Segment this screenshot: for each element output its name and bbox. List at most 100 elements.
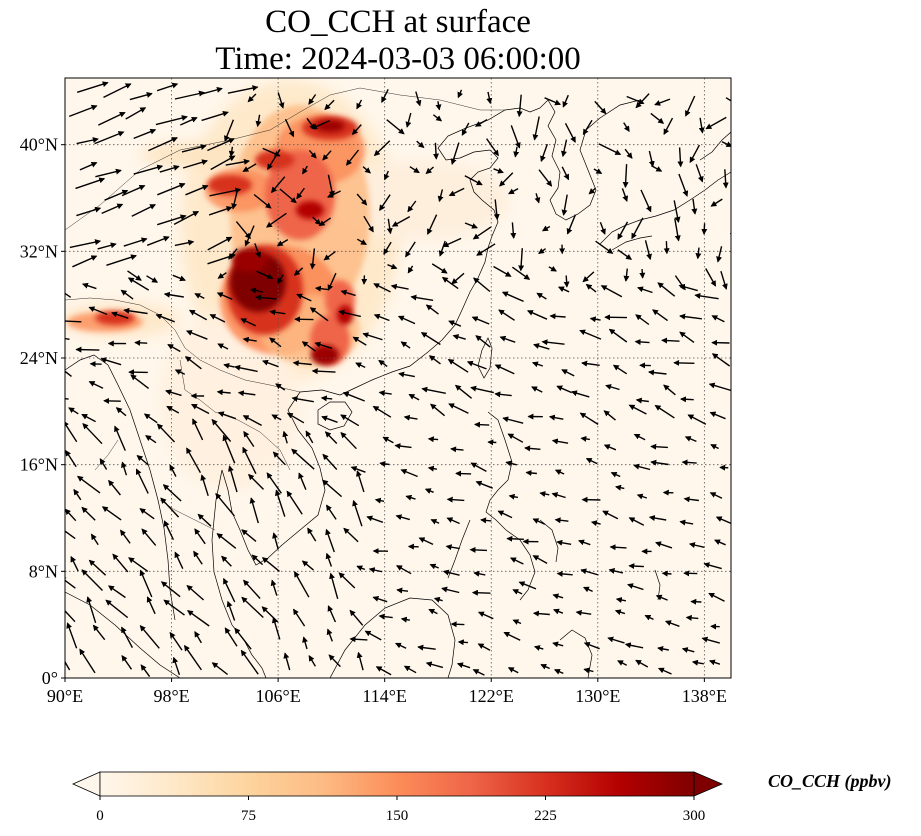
- wind-arrow: [588, 187, 596, 195]
- wind-arrow: [415, 91, 422, 107]
- wind-arrow: [356, 565, 366, 571]
- wind-arrow: [172, 656, 181, 676]
- wind-arrow: [340, 289, 356, 297]
- wind-arrow: [207, 138, 235, 152]
- wind-arrow: [390, 283, 409, 290]
- wind-arrow: [708, 592, 725, 602]
- wind-arrow: [111, 311, 129, 319]
- wind-arrow: [228, 465, 238, 493]
- wind-arrow: [327, 605, 337, 623]
- wind-arrow: [599, 221, 606, 235]
- x-tick-label: 90°E: [47, 686, 83, 706]
- wind-arrow: [162, 484, 182, 502]
- wind-arrow: [395, 514, 410, 521]
- wind-arrow: [325, 552, 333, 567]
- wind-arrow: [633, 433, 646, 441]
- wind-arrow: [685, 614, 699, 621]
- wind-arrow: [394, 642, 407, 649]
- wind-arrow: [378, 613, 393, 620]
- wind-arrow: [556, 570, 573, 577]
- wind-arrow: [240, 318, 257, 327]
- wind-arrow: [563, 275, 570, 288]
- x-tick-label: 98°E: [153, 686, 189, 706]
- wind-arrow: [216, 533, 237, 549]
- wind-arrow: [140, 664, 151, 678]
- wind-arrow: [427, 436, 439, 443]
- wind-arrow: [101, 203, 124, 215]
- wind-arrow: [186, 610, 210, 627]
- wind-arrow: [553, 669, 564, 675]
- wind-arrow: [325, 528, 335, 553]
- wind-arrow: [199, 86, 223, 96]
- wind-arrow: [174, 90, 205, 100]
- wind-arrow: [235, 221, 251, 240]
- wind-arrow: [217, 411, 237, 420]
- wind-arrow: [364, 630, 382, 641]
- wind-arrow: [375, 666, 392, 676]
- wind-arrow: [708, 659, 721, 666]
- wind-arrow: [243, 579, 261, 599]
- wind-arrow: [255, 114, 262, 128]
- wind-arrow: [687, 414, 707, 425]
- wind-arrow: [617, 221, 629, 240]
- wind-arrow: [473, 277, 491, 293]
- wind-arrow: [631, 217, 644, 240]
- wind-arrow: [640, 189, 652, 213]
- wind-arrow: [635, 659, 649, 668]
- wind-arrow: [544, 97, 562, 106]
- wind-arrow: [123, 237, 148, 247]
- wind-arrow: [95, 168, 122, 178]
- wind-arrow: [595, 240, 614, 254]
- wind-arrow: [621, 188, 629, 202]
- wind-arrow: [207, 236, 233, 251]
- wind-arrow: [296, 293, 312, 302]
- wind-arrow: [166, 405, 180, 414]
- wind-arrow: [231, 189, 239, 210]
- wind-arrow: [106, 254, 137, 266]
- wind-arrow: [428, 355, 441, 365]
- wind-arrow: [373, 140, 391, 157]
- wind-arrow: [582, 119, 593, 136]
- wind-arrow: [129, 92, 153, 101]
- x-tick-label: 106°E: [256, 686, 301, 706]
- wind-arrow: [349, 609, 364, 626]
- wind-arrow: [655, 541, 673, 549]
- colorbar-ticks: 0 75 150 225 300: [96, 796, 705, 824]
- wind-arrow: [598, 143, 622, 156]
- wind-arrow: [512, 619, 522, 625]
- wind-arrow: [99, 458, 108, 470]
- wind-arrow: [518, 581, 537, 590]
- wind-arrow: [65, 318, 82, 325]
- wind-arrow: [115, 407, 127, 417]
- wind-arrow: [477, 611, 494, 620]
- wind-arrow: [644, 614, 654, 621]
- wind-arrow: [112, 553, 129, 573]
- wind-arrow: [135, 468, 149, 494]
- wind-arrow: [448, 187, 465, 197]
- wind-arrow: [474, 118, 488, 127]
- wind-arrow: [185, 184, 209, 196]
- wind-arrow: [617, 660, 628, 666]
- wind-arrow: [271, 414, 282, 421]
- wind-arrow: [81, 506, 96, 521]
- wind-arrow: [627, 583, 644, 591]
- wind-arrow: [194, 528, 206, 545]
- wind-arrow: [475, 480, 493, 489]
- wind-arrow: [90, 533, 99, 546]
- wind-arrow: [155, 115, 188, 126]
- wind-arrow: [663, 384, 676, 396]
- wind-arrow: [408, 393, 420, 401]
- wind-arrow: [549, 313, 566, 320]
- wind-arrow: [427, 214, 438, 235]
- wind-arrow: [720, 270, 728, 290]
- wind-arrow: [715, 516, 731, 525]
- wind-arrow: [293, 608, 306, 627]
- wind-arrow: [617, 249, 633, 260]
- wind-arrow: [136, 454, 149, 466]
- wind-arrow: [652, 309, 669, 322]
- wind-arrow: [623, 122, 630, 133]
- wind-arrow: [582, 586, 593, 593]
- wind-arrow: [120, 289, 134, 300]
- wind-arrow: [243, 430, 255, 447]
- wind-arrow: [430, 519, 440, 525]
